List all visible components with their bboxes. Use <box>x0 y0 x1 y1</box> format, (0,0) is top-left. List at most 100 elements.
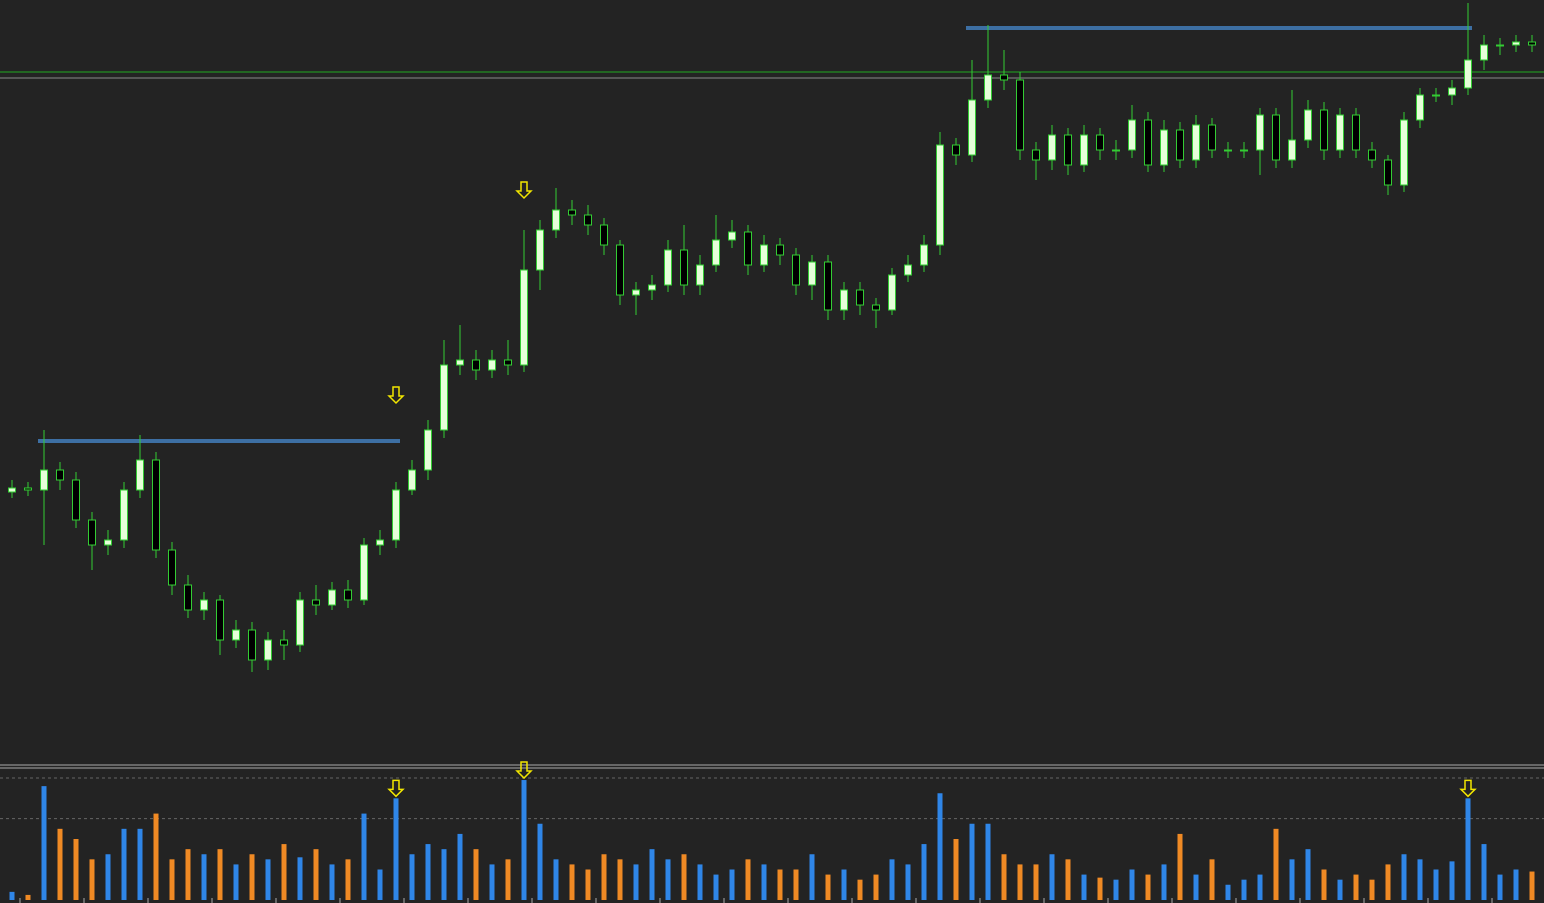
candle-body <box>264 639 272 661</box>
candle-body <box>152 459 160 551</box>
candle-body <box>664 249 672 286</box>
candle-body <box>1368 149 1376 161</box>
candle-body <box>1272 114 1280 161</box>
candle-body <box>24 487 32 491</box>
candle-body <box>616 244 624 296</box>
candle-body <box>712 239 720 266</box>
candle-body <box>840 289 848 311</box>
volume-bar <box>793 869 799 900</box>
volume-bar <box>297 857 303 900</box>
volume-bar <box>457 833 463 900</box>
volume-bar <box>585 869 591 900</box>
volume-bar <box>1513 869 1519 900</box>
candle-body <box>984 74 992 101</box>
candle-body <box>120 489 128 541</box>
candle-body <box>872 304 880 311</box>
volume-bar <box>1097 877 1103 900</box>
volume-bar <box>601 854 607 900</box>
volume-bar <box>249 854 255 900</box>
volume-bar <box>697 864 703 900</box>
volume-signal-arrow <box>387 779 405 798</box>
volume-bar <box>1273 828 1279 900</box>
volume-bar <box>1113 879 1119 900</box>
candle-body <box>232 629 240 641</box>
volume-bar <box>777 869 783 900</box>
volume-bar <box>857 879 863 900</box>
volume-bar <box>1369 879 1375 900</box>
volume-bar <box>1161 864 1167 900</box>
candle-body <box>312 599 320 606</box>
volume-bar <box>825 874 831 900</box>
candle-body <box>824 261 832 311</box>
volume-bar <box>57 828 63 900</box>
candle-body <box>888 274 896 311</box>
candle-body <box>1512 41 1520 46</box>
volume-bar <box>41 786 47 900</box>
volume-bar <box>217 849 223 900</box>
volume-bar <box>489 864 495 900</box>
candle-body <box>1016 79 1024 151</box>
volume-bar <box>521 780 527 900</box>
volume-bar <box>89 859 95 900</box>
volume-bar <box>681 854 687 900</box>
candle-body <box>536 229 544 271</box>
candle-body <box>520 269 528 366</box>
candle-body <box>1416 94 1424 121</box>
volume-bar <box>441 849 447 900</box>
candle-body <box>1464 59 1472 89</box>
volume-bar <box>1017 864 1023 900</box>
candle-body <box>248 629 256 661</box>
candle-body <box>1352 114 1360 151</box>
volume-bar <box>345 859 351 900</box>
candle-body <box>344 589 352 601</box>
candle-body <box>104 539 112 546</box>
volume-bar <box>1497 874 1503 900</box>
candle-body <box>648 284 656 291</box>
candle-body <box>856 289 864 306</box>
volume-bar <box>361 813 367 900</box>
candle-body <box>456 359 464 366</box>
candle-body <box>360 544 368 601</box>
volume-bar <box>841 869 847 900</box>
volume-bar <box>1145 874 1151 900</box>
candle-body <box>488 359 496 371</box>
volume-bar <box>553 859 559 900</box>
volume-bar <box>1225 884 1231 900</box>
volume-signal-arrow <box>515 761 533 780</box>
candle-body <box>1144 119 1152 166</box>
candle-body <box>40 469 48 491</box>
volume-bar <box>1289 859 1295 900</box>
candle-body <box>1208 124 1216 151</box>
candle-body <box>504 359 512 366</box>
candle-body <box>600 224 608 246</box>
signal-arrow <box>515 181 533 200</box>
candle-body <box>920 244 928 266</box>
candle-body <box>216 599 224 641</box>
volume-bar <box>313 849 319 900</box>
volume-bar <box>1081 874 1087 900</box>
volume-bar <box>1305 849 1311 900</box>
candle-body <box>328 589 336 606</box>
volume-bar <box>985 823 991 900</box>
candle-body <box>392 489 400 541</box>
volume-bar <box>889 859 895 900</box>
volume-bar <box>329 864 335 900</box>
volume-bar <box>393 798 399 900</box>
candle-body <box>1288 139 1296 161</box>
volume-bar <box>473 849 479 900</box>
candle-body <box>1400 119 1408 186</box>
volume-bar <box>649 849 655 900</box>
candle-body <box>584 214 592 226</box>
volume-bar <box>121 828 127 900</box>
candle-body <box>72 479 80 521</box>
volume-bar <box>281 844 287 900</box>
volume-bar <box>569 864 575 900</box>
volume-bar <box>505 859 511 900</box>
candle-body <box>1320 109 1328 151</box>
candle-body <box>184 584 192 611</box>
volume-bar <box>1481 844 1487 900</box>
volume-bar <box>1001 854 1007 900</box>
volume-bar <box>1337 879 1343 900</box>
volume-bar <box>185 849 191 900</box>
